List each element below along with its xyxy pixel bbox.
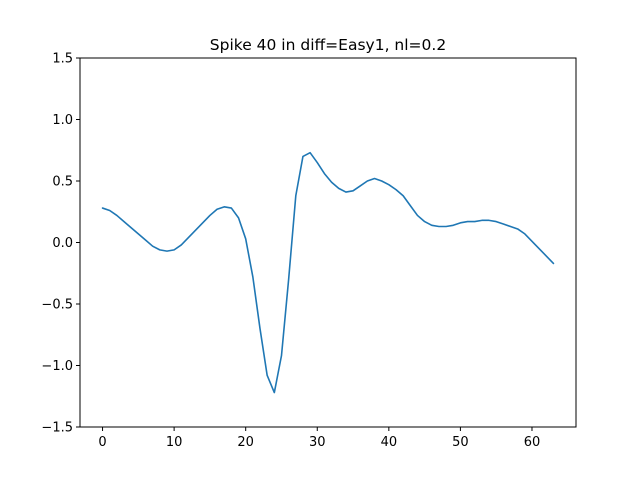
x-tick-label: 50: [452, 435, 469, 450]
y-tick-label: −1.0: [41, 359, 73, 374]
plot-area: [101, 151, 555, 394]
x-tick-label: 0: [98, 435, 106, 450]
y-tick-label: 1.0: [52, 113, 73, 128]
y-tick-label: 1.5: [52, 52, 73, 67]
x-tick-label: 40: [381, 435, 398, 450]
y-tick-label: −0.5: [41, 298, 73, 313]
y-tick-label: 0.5: [52, 175, 73, 190]
x-axis: 0 10 20 30 40 50 60: [98, 427, 540, 450]
chart-title: Spike 40 in diff=Easy1, nl=0.2: [210, 36, 446, 54]
y-tick-label: −1.5: [41, 421, 73, 436]
x-tick-label: 10: [166, 435, 183, 450]
x-tick-label: 30: [309, 435, 326, 450]
y-tick-label: 0.0: [52, 236, 73, 251]
x-tick-label: 60: [524, 435, 541, 450]
x-tick-label: 20: [237, 435, 254, 450]
y-axis: −1.5 −1.0 −0.5 0.0 0.5 1.0 1.5: [41, 52, 80, 436]
series-line-0: [101, 151, 555, 394]
